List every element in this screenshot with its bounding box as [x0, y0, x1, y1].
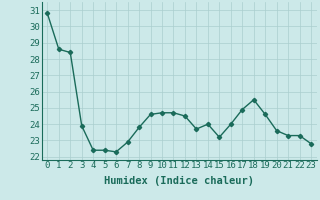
- X-axis label: Humidex (Indice chaleur): Humidex (Indice chaleur): [104, 176, 254, 186]
